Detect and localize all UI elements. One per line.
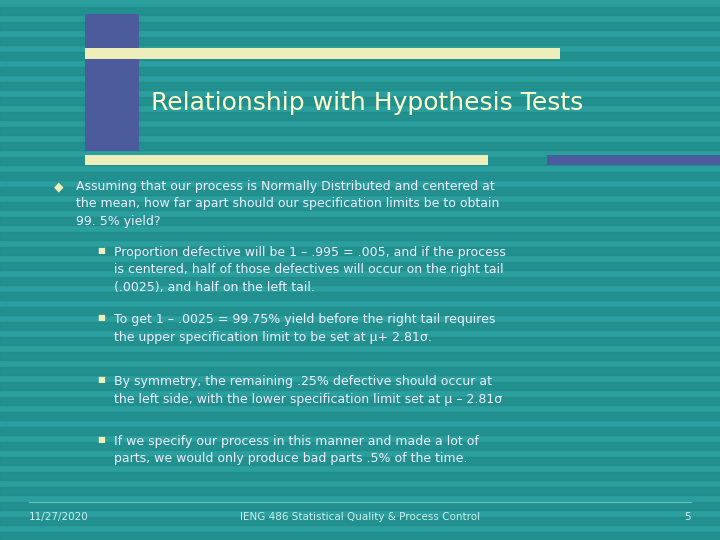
Bar xyxy=(0,172,720,180)
Bar xyxy=(0,52,720,60)
Bar xyxy=(0,217,720,225)
Bar xyxy=(85,14,139,151)
Bar xyxy=(0,427,720,435)
Text: ◆: ◆ xyxy=(54,181,63,194)
Text: ■: ■ xyxy=(97,375,105,384)
Bar xyxy=(0,276,720,285)
Text: By symmetry, the remaining .25% defective should occur at
the left side, with th: By symmetry, the remaining .25% defectiv… xyxy=(114,375,502,406)
Text: If we specify our process in this manner and made a lot of
parts, we would only : If we specify our process in this manner… xyxy=(114,435,479,465)
Bar xyxy=(0,336,720,345)
Bar xyxy=(0,517,720,525)
Bar xyxy=(0,471,720,480)
Bar xyxy=(0,411,720,420)
Bar xyxy=(0,442,720,450)
Bar xyxy=(0,322,720,330)
Bar xyxy=(0,141,720,150)
Bar xyxy=(0,6,720,15)
Bar xyxy=(0,457,720,465)
Text: Proportion defective will be 1 – .995 = .005, and if the process
is centered, ha: Proportion defective will be 1 – .995 = … xyxy=(114,246,505,294)
Text: 5: 5 xyxy=(685,512,691,522)
Bar xyxy=(0,292,720,300)
Bar xyxy=(0,157,720,165)
Bar xyxy=(0,397,720,405)
Bar xyxy=(85,48,560,59)
Text: ■: ■ xyxy=(97,435,105,444)
Bar xyxy=(0,232,720,240)
Bar xyxy=(0,66,720,75)
Text: Relationship with Hypothesis Tests: Relationship with Hypothesis Tests xyxy=(151,91,583,114)
Text: ■: ■ xyxy=(97,313,105,322)
Bar xyxy=(0,22,720,30)
Text: IENG 486 Statistical Quality & Process Control: IENG 486 Statistical Quality & Process C… xyxy=(240,512,480,522)
Text: ■: ■ xyxy=(97,246,105,255)
Bar xyxy=(0,262,720,270)
Bar xyxy=(0,247,720,255)
Bar xyxy=(0,367,720,375)
Bar xyxy=(547,155,720,165)
Bar xyxy=(0,201,720,210)
Text: 11/27/2020: 11/27/2020 xyxy=(29,512,89,522)
Bar xyxy=(85,155,488,165)
Bar xyxy=(0,532,720,540)
Bar xyxy=(0,112,720,120)
Bar xyxy=(0,502,720,510)
Bar xyxy=(0,352,720,360)
Bar xyxy=(0,97,720,105)
Bar xyxy=(0,127,720,135)
Text: To get 1 – .0025 = 99.75% yield before the right tail requires
the upper specifi: To get 1 – .0025 = 99.75% yield before t… xyxy=(114,313,495,343)
Bar xyxy=(0,187,720,195)
Bar xyxy=(0,82,720,90)
Text: Assuming that our process is Normally Distributed and centered at
the mean, how : Assuming that our process is Normally Di… xyxy=(76,180,499,228)
Bar xyxy=(0,307,720,315)
Bar xyxy=(0,37,720,45)
Bar xyxy=(0,487,720,495)
Bar xyxy=(0,382,720,390)
